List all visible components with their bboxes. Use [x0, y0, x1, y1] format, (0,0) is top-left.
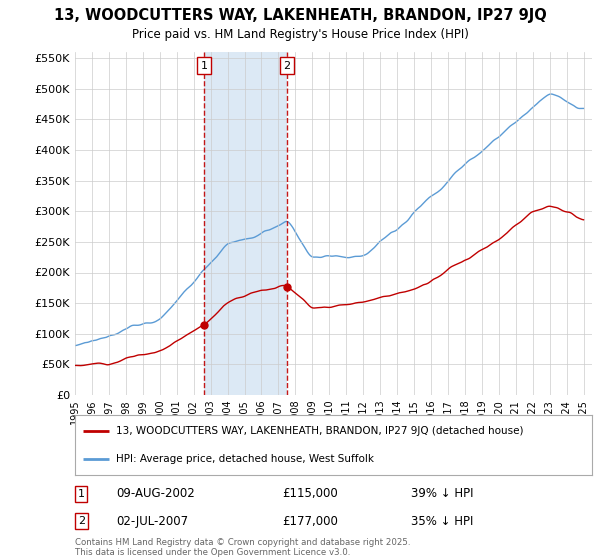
- Text: 1: 1: [78, 489, 85, 499]
- Text: 39% ↓ HPI: 39% ↓ HPI: [411, 487, 473, 500]
- Text: £115,000: £115,000: [282, 487, 338, 500]
- Text: 2: 2: [283, 60, 290, 71]
- Text: £177,000: £177,000: [282, 515, 338, 528]
- Text: 09-AUG-2002: 09-AUG-2002: [116, 487, 195, 500]
- Text: 2: 2: [77, 516, 85, 526]
- Text: HPI: Average price, detached house, West Suffolk: HPI: Average price, detached house, West…: [116, 454, 374, 464]
- Text: Price paid vs. HM Land Registry's House Price Index (HPI): Price paid vs. HM Land Registry's House …: [131, 28, 469, 41]
- Text: Contains HM Land Registry data © Crown copyright and database right 2025.
This d: Contains HM Land Registry data © Crown c…: [75, 538, 410, 557]
- Bar: [204, 52, 287, 395]
- Text: 35% ↓ HPI: 35% ↓ HPI: [411, 515, 473, 528]
- Text: 13, WOODCUTTERS WAY, LAKENHEATH, BRANDON, IP27 9JQ: 13, WOODCUTTERS WAY, LAKENHEATH, BRANDON…: [53, 8, 547, 23]
- Text: 13, WOODCUTTERS WAY, LAKENHEATH, BRANDON, IP27 9JQ (detached house): 13, WOODCUTTERS WAY, LAKENHEATH, BRANDON…: [116, 426, 524, 436]
- Text: 02-JUL-2007: 02-JUL-2007: [116, 515, 188, 528]
- Text: 1: 1: [201, 60, 208, 71]
